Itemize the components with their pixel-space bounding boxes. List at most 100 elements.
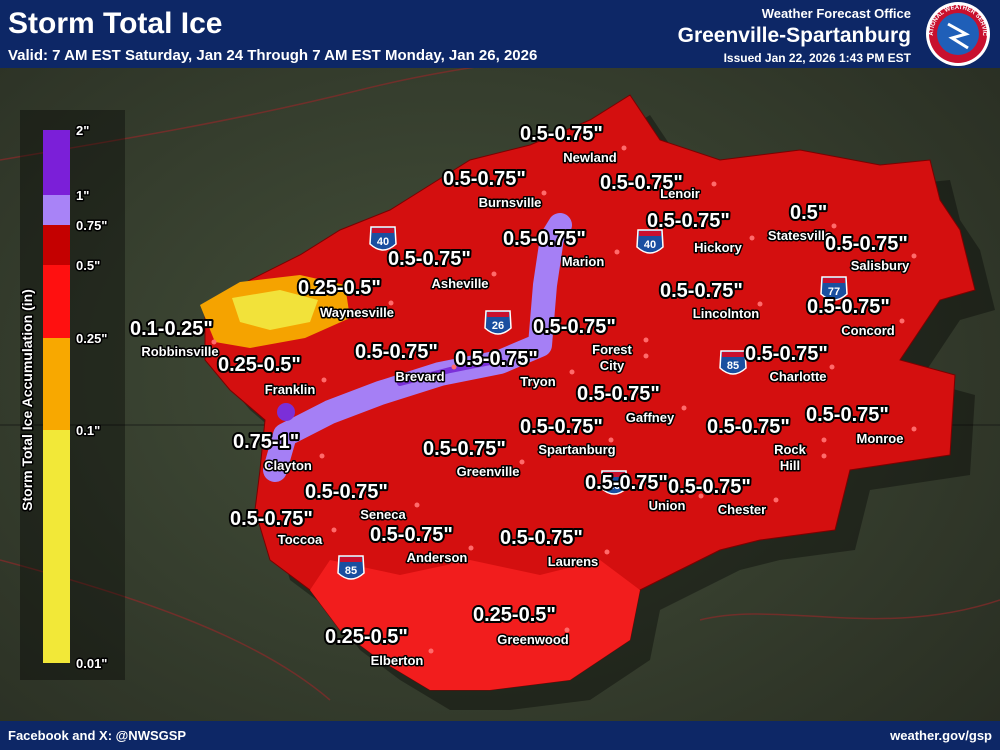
city-label: Greenwood bbox=[497, 632, 569, 647]
city-dot bbox=[749, 235, 755, 241]
city-label: Forest bbox=[592, 342, 632, 357]
ice-amount-label: 0.5-0.75" bbox=[520, 416, 603, 438]
city-dot bbox=[621, 145, 627, 151]
footer-url: weather.gov/gsp bbox=[889, 728, 992, 743]
city-label: Gaffney bbox=[626, 410, 675, 425]
city-label: Rock bbox=[774, 442, 807, 457]
city-label: Salisbury bbox=[851, 258, 910, 273]
interstate-shield: 77 bbox=[820, 276, 848, 301]
legend-swatch bbox=[43, 195, 70, 225]
ice-amount-label: 0.5-0.75" bbox=[600, 172, 683, 194]
ice-amount-label: 0.5-0.75" bbox=[455, 348, 538, 370]
ice-amount-label: 0.5-0.75" bbox=[585, 472, 668, 494]
city-dot bbox=[519, 459, 525, 465]
city-dot bbox=[711, 181, 717, 187]
city-label: Hill bbox=[780, 458, 800, 473]
ice-amount-label: 0.5-0.75" bbox=[503, 228, 586, 250]
legend-swatch bbox=[43, 130, 70, 195]
shield-number: 26 bbox=[608, 480, 620, 492]
shield-top bbox=[722, 352, 744, 357]
city-label: Hickory bbox=[694, 240, 742, 255]
city-dot bbox=[821, 453, 827, 459]
city-label: Elberton bbox=[371, 653, 424, 668]
city-dot bbox=[643, 353, 649, 359]
shield-top bbox=[639, 231, 661, 236]
ice-amount-label: 0.5-0.75" bbox=[806, 404, 889, 426]
interstate-shield: 85 bbox=[719, 350, 747, 375]
ice-areas bbox=[200, 94, 976, 691]
legend-title: Storm Total Ice Accumulation (in) bbox=[19, 289, 35, 511]
legend-swatch bbox=[43, 225, 70, 265]
ice-amount-label: 0.25-0.5" bbox=[325, 626, 408, 648]
shield-top bbox=[372, 228, 394, 233]
shield-number: 85 bbox=[345, 565, 357, 577]
legend-tick-label: 0.01" bbox=[76, 656, 107, 671]
city-label: Seneca bbox=[360, 507, 406, 522]
city-dot bbox=[681, 405, 687, 411]
shield-top bbox=[603, 472, 625, 477]
legend-tick-label: 0.75" bbox=[76, 218, 107, 233]
city-dot bbox=[491, 271, 497, 277]
header-bar bbox=[0, 0, 1000, 68]
office-name: Greenville-Spartanburg bbox=[678, 24, 911, 47]
city-dot bbox=[211, 339, 217, 345]
ice-amount-label: 0.5-0.75" bbox=[443, 168, 526, 190]
ice-amount-label: 0.5-0.75" bbox=[423, 438, 506, 460]
interstate-shield: 26 bbox=[484, 310, 512, 335]
city-dot bbox=[911, 426, 917, 432]
ice-amount-label: 0.5-0.75" bbox=[707, 416, 790, 438]
ice-amount-label: 0.5-0.75" bbox=[577, 383, 660, 405]
legend-tick-label: 0.1" bbox=[76, 423, 100, 438]
city-label: City bbox=[600, 358, 625, 373]
city-label: Union bbox=[649, 498, 686, 513]
interstate-shield: 26 bbox=[600, 470, 628, 495]
footer-social: Facebook and X: @NWSGSP bbox=[8, 728, 186, 743]
valid-period: Valid: 7 AM EST Saturday, Jan 24 Through… bbox=[8, 47, 537, 64]
legend-swatch bbox=[43, 430, 70, 663]
city-dot bbox=[569, 369, 575, 375]
ice-amount-label: 0.5-0.75" bbox=[647, 210, 730, 232]
city-dot bbox=[428, 648, 434, 654]
city-dot bbox=[388, 300, 394, 306]
city-label: Lincolnton bbox=[693, 306, 759, 321]
city-dot bbox=[821, 437, 827, 443]
purple-spot bbox=[277, 403, 295, 421]
ice-amount-label: 0.5-0.75" bbox=[520, 123, 603, 145]
city-dot bbox=[331, 527, 337, 533]
interstate-shield: 85 bbox=[337, 555, 365, 580]
ice-amount-label: 0.5-0.75" bbox=[807, 296, 890, 318]
legend-box bbox=[20, 110, 125, 680]
city-dot bbox=[604, 549, 610, 555]
shield-number: 40 bbox=[644, 239, 656, 251]
ice-amount-label: 0.5-0.75" bbox=[660, 280, 743, 302]
issued: Issued Jan 22, 2026 1:43 PM EST bbox=[724, 51, 912, 65]
city-dot bbox=[829, 364, 835, 370]
city-label: Waynesville bbox=[320, 305, 394, 320]
city-label: Greenville bbox=[457, 464, 520, 479]
city-label: Statesville bbox=[768, 228, 832, 243]
city-label: Brevard bbox=[395, 369, 444, 384]
city-dot bbox=[757, 301, 763, 307]
city-dot bbox=[321, 377, 327, 383]
legend-ticks: 2" 1" 0.75" 0.5" 0.25" 0.1" 0.01" bbox=[75, 122, 109, 673]
city-label: Tryon bbox=[520, 374, 555, 389]
yellow-area bbox=[232, 290, 318, 330]
highways: 40 40 77 26 85 26 85 bbox=[337, 226, 848, 580]
city-label: Asheville bbox=[431, 276, 488, 291]
legend-bar bbox=[43, 130, 70, 663]
legend-tick-label: 2" bbox=[76, 123, 89, 138]
ice-amount-label: 0.25-0.5" bbox=[473, 604, 556, 626]
city-label: Clayton bbox=[264, 458, 312, 473]
ice-amount-label: 0.5-0.75" bbox=[370, 524, 453, 546]
labels: Newland Burnsville Lenoir Statesville Hickor… bbox=[128, 121, 917, 670]
city-label: Monroe bbox=[857, 431, 904, 446]
interstate-shield: 40 bbox=[369, 226, 397, 251]
ice-amount-label: 0.5-0.75" bbox=[230, 508, 313, 530]
ice-amount-label: 0.5-0.75" bbox=[533, 316, 616, 338]
ice-amount-label: 0.5-0.75" bbox=[745, 343, 828, 365]
footer-bar bbox=[0, 721, 1000, 750]
shield-number: 26 bbox=[492, 320, 504, 332]
red-area bbox=[204, 94, 976, 691]
ice-amount-label: 0.5-0.75" bbox=[825, 233, 908, 255]
